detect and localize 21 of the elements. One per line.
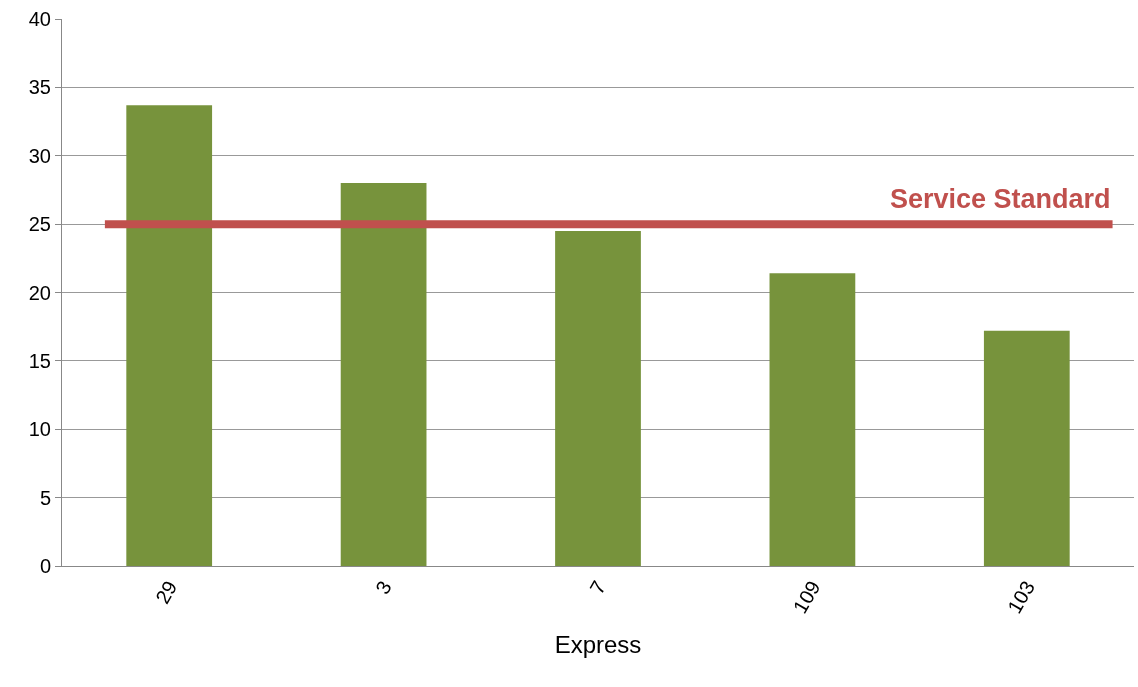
- x-tick-label: 7: [585, 577, 611, 598]
- y-tick-label: 0: [39, 555, 51, 577]
- bar: [340, 183, 427, 566]
- x-tick-label: 3: [371, 577, 396, 598]
- x-tick-label: 109: [788, 577, 825, 617]
- y-tick-label: 15: [28, 349, 51, 372]
- ref-line-label: Service Standard: [890, 184, 1111, 214]
- y-tick-label: 40: [28, 8, 51, 30]
- y-tick-label: 10: [28, 418, 51, 441]
- bar: [555, 230, 641, 566]
- y-tick-label: 30: [28, 144, 51, 167]
- bar: [983, 330, 1070, 566]
- bar: [769, 273, 856, 566]
- y-tick-label: 20: [28, 281, 51, 304]
- bar: [126, 105, 213, 566]
- y-tick-label: 35: [28, 76, 51, 99]
- y-tick-label: 5: [39, 486, 51, 509]
- x-tick-label: 103: [1003, 577, 1039, 617]
- y-tick-label: 25: [28, 213, 51, 236]
- x-tick-label: 29: [151, 577, 182, 608]
- x-axis-title: Express: [554, 631, 642, 659]
